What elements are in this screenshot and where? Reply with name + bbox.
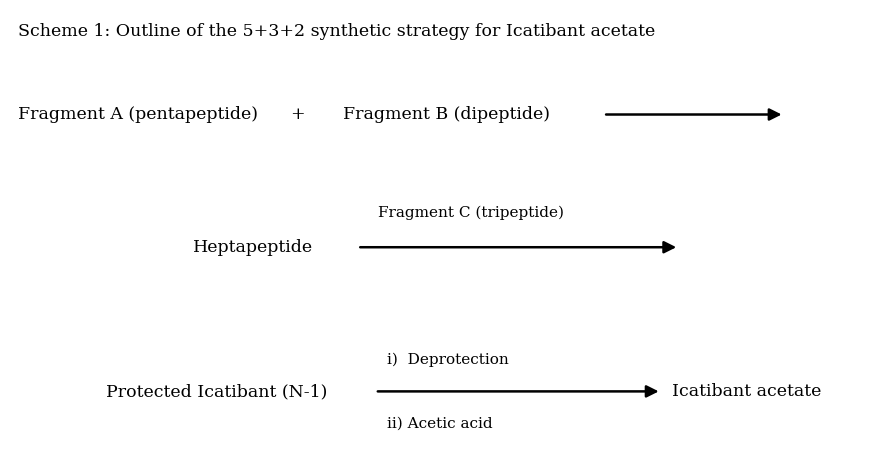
Text: Protected Icatibant (N-1): Protected Icatibant (N-1) — [106, 383, 327, 400]
Text: Icatibant acetate: Icatibant acetate — [672, 383, 822, 400]
Text: ii) Acetic acid: ii) Acetic acid — [386, 417, 492, 431]
Text: Scheme 1: Outline of the 5+3+2 synthetic strategy for Icatibant acetate: Scheme 1: Outline of the 5+3+2 synthetic… — [18, 23, 655, 40]
Text: Fragment A (pentapeptide): Fragment A (pentapeptide) — [18, 106, 258, 123]
Text: Fragment B (dipeptide): Fragment B (dipeptide) — [342, 106, 549, 123]
Text: Heptapeptide: Heptapeptide — [194, 239, 314, 256]
Text: +: + — [290, 106, 305, 123]
Text: Fragment C (tripeptide): Fragment C (tripeptide) — [378, 205, 564, 220]
Text: i)  Deprotection: i) Deprotection — [386, 352, 508, 367]
